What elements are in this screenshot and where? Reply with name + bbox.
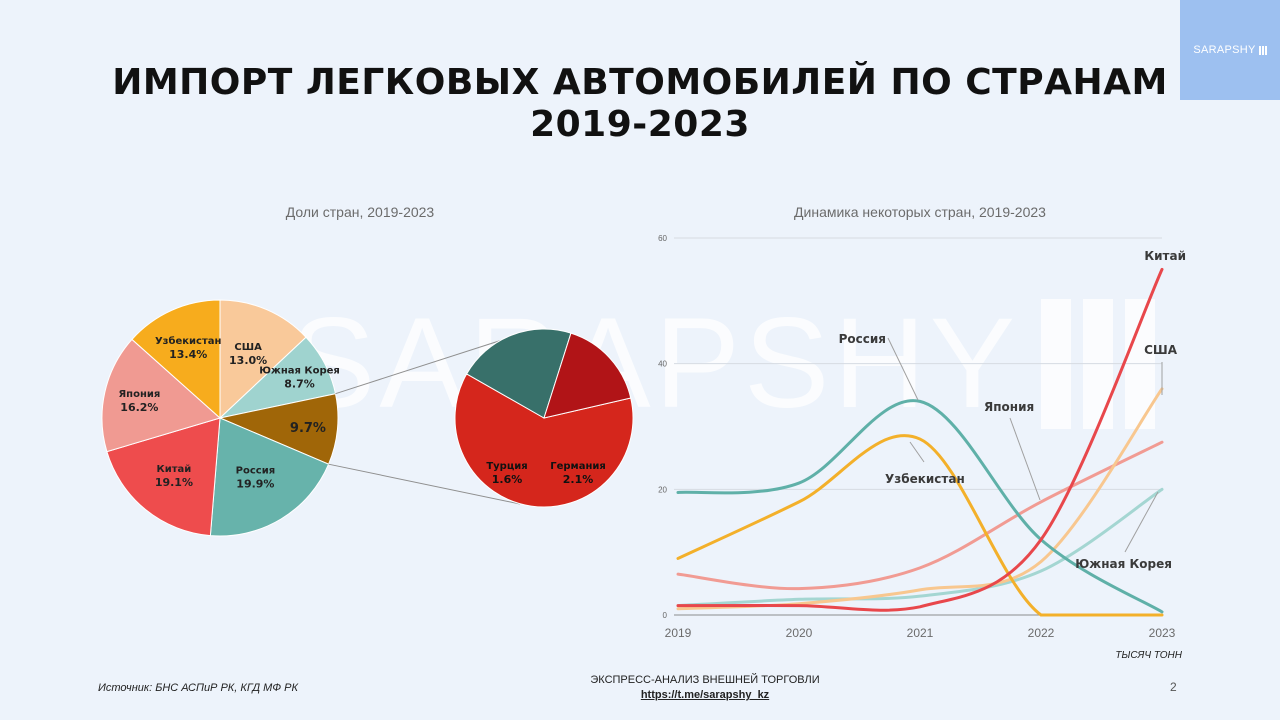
pie-value-other: 9.7% xyxy=(290,421,326,436)
breakout-slice-турция xyxy=(543,332,632,419)
unit-label: ТЫСЯЧ ТОНН xyxy=(1115,650,1182,661)
x-tick-2023: 2023 xyxy=(1149,626,1176,640)
breakout-label-германия: Германия xyxy=(550,461,606,472)
breakout-label-турция: Турция xyxy=(486,461,527,472)
pie-label-узбекистан: Узбекистан xyxy=(155,335,222,347)
series-label-россия: Россия xyxy=(839,332,886,346)
series-label-китай: Китай xyxy=(1144,249,1186,263)
leader-южная-корея xyxy=(1124,491,1159,553)
pie-label-южная-корея: Южная Корея xyxy=(259,366,340,377)
series-label-узбекистан: Узбекистан xyxy=(885,472,965,486)
pie-chart-subtitle: Доли стран, 2019-2023 xyxy=(285,204,435,220)
pie-value-узбекистан: 13.4% xyxy=(169,348,207,361)
y-tick-0: 0 xyxy=(663,611,668,620)
brand-bars-icon xyxy=(1258,45,1267,55)
leader-узбекистан xyxy=(909,441,925,463)
line-series-россия xyxy=(676,399,1164,614)
line-chart-subtitle: Динамика некоторых стран, 2019-2023 xyxy=(794,204,1046,220)
breakout-slice-германия xyxy=(465,328,572,419)
leader-россия xyxy=(887,337,919,401)
pie-label-китай: Китай xyxy=(157,464,192,475)
title-line-2: 2019-2023 xyxy=(530,104,750,145)
line-series-южная-корея xyxy=(676,487,1164,608)
page-title: ИМПОРТ ЛЕГКОВЫХ АВТОМОБИЛЕЙ ПО СТРАНАМ 2… xyxy=(60,62,1220,146)
line-series-япония xyxy=(676,440,1164,591)
pie-slice-россия xyxy=(209,417,330,537)
pie-value-южная-корея: 8.7% xyxy=(284,378,315,391)
x-tick-2020: 2020 xyxy=(786,626,813,640)
pie-value-китай: 19.1% xyxy=(155,476,193,489)
series-label-япония: Япония xyxy=(984,400,1034,414)
pie-label-сша: США xyxy=(234,342,262,353)
leader-япония xyxy=(1009,417,1041,501)
source-note: Источник: БНС АСПиР РК, КГД МФ РК xyxy=(98,682,298,694)
series-label-сша: США xyxy=(1144,343,1178,357)
telegram-link[interactable]: https://t.me/sarapshy_kz xyxy=(640,689,770,701)
y-tick-40: 40 xyxy=(658,360,667,369)
brand-name: SARAPSHY xyxy=(1193,44,1256,56)
breakout-slice-другие-страны xyxy=(454,373,634,508)
breakout-connector-top xyxy=(335,339,503,395)
footer-center: ЭКСПРЕСС-АНАЛИЗ ВНЕШНЕЙ ТОРГОВЛИ https:/… xyxy=(560,673,850,703)
y-tick-20: 20 xyxy=(658,485,667,494)
line-series-китай xyxy=(676,267,1164,612)
series-label-южная-корея: Южная Корея xyxy=(1075,557,1172,571)
pie-slice-узбекистан xyxy=(131,299,221,420)
breakout-value-германия: 2.1% xyxy=(563,473,594,486)
footer-caption: ЭКСПРЕСС-АНАЛИЗ ВНЕШНЕЙ ТОРГОВЛИ xyxy=(590,674,820,686)
page-number: 2 xyxy=(1170,680,1177,694)
title-line-1: ИМПОРТ ЛЕГКОВЫХ АВТОМОБИЛЕЙ ПО СТРАНАМ xyxy=(112,62,1168,103)
brand-logo: SARAPSHY xyxy=(1180,0,1280,100)
pie-label-япония: Япония xyxy=(118,389,160,400)
x-tick-2022: 2022 xyxy=(1028,626,1055,640)
pie-value-япония: 16.2% xyxy=(120,401,158,414)
y-tick-60: 60 xyxy=(658,234,667,243)
pie-slice-япония xyxy=(101,338,222,453)
x-tick-2019: 2019 xyxy=(665,626,692,640)
breakout-connector-bottom xyxy=(328,463,521,505)
pie-slice-китай xyxy=(106,417,221,537)
pie-value-россия: 19.9% xyxy=(236,478,274,491)
line-series-узбекистан xyxy=(676,434,1164,617)
pie-value-сша: 13.0% xyxy=(229,354,267,367)
breakout-value-турция: 1.6% xyxy=(492,473,523,486)
x-tick-2021: 2021 xyxy=(907,626,934,640)
line-series-сша xyxy=(676,387,1164,611)
pie-label-россия: Россия xyxy=(236,466,275,477)
pie-slice-сша xyxy=(219,299,307,420)
